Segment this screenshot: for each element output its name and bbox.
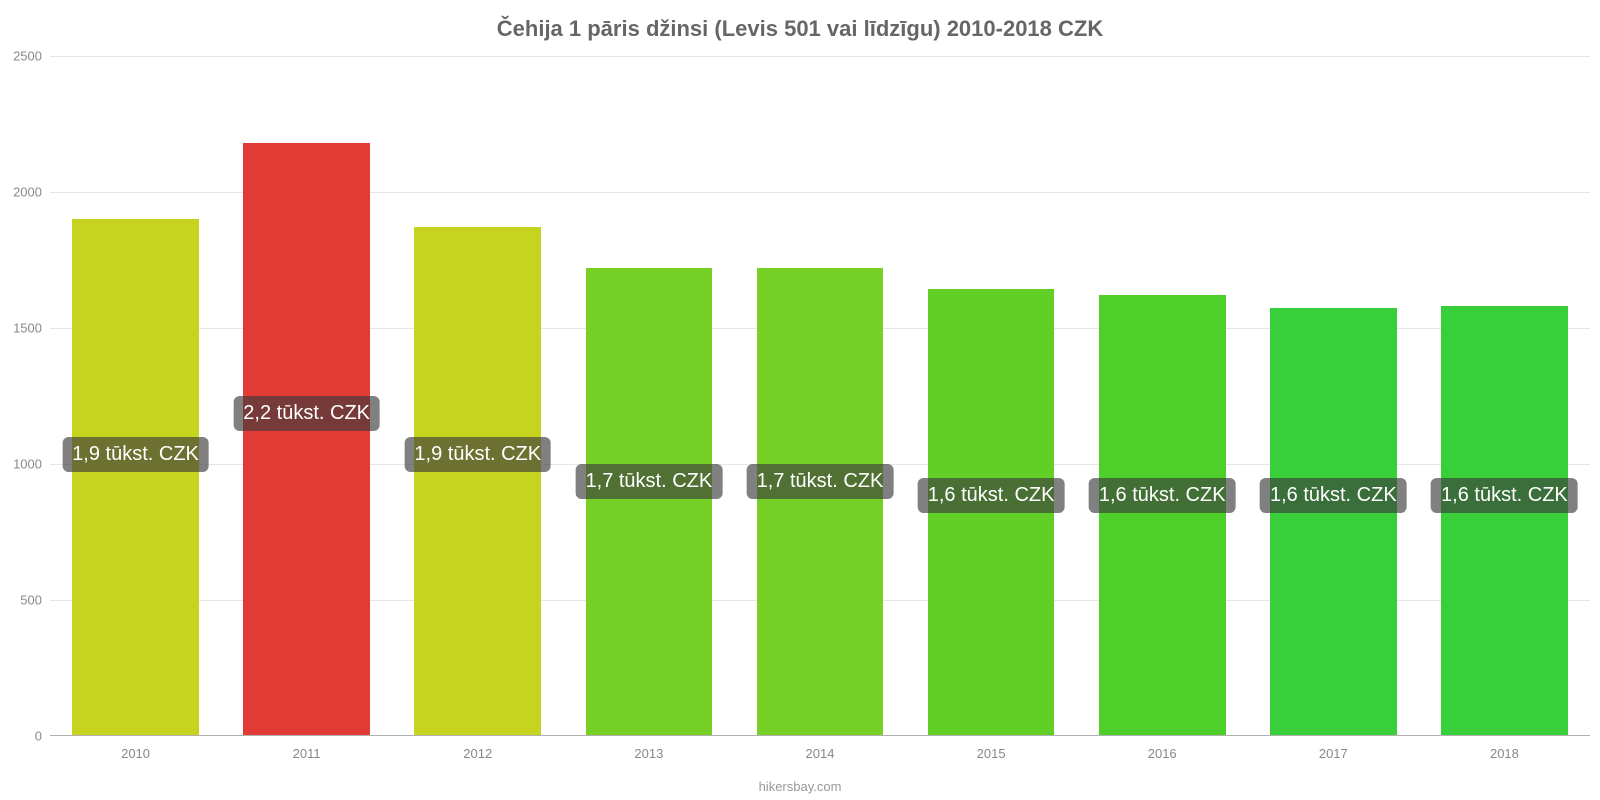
ytick-label: 1000 <box>2 457 42 472</box>
bar-value-label: 1,6 tūkst. CZK <box>1089 478 1236 513</box>
bar-value-label: 1,7 tūkst. CZK <box>576 464 723 499</box>
bar <box>586 268 713 736</box>
ytick-label: 1500 <box>2 321 42 336</box>
bar-value-label: 1,6 tūkst. CZK <box>918 478 1065 513</box>
bar <box>757 268 884 736</box>
bar <box>72 219 199 736</box>
bar <box>414 227 541 736</box>
bar-value-label: 1,6 tūkst. CZK <box>1260 478 1407 513</box>
ytick-label: 0 <box>2 729 42 744</box>
bar-value-label: 2,2 tūkst. CZK <box>233 396 380 431</box>
chart-container: Čehija 1 pāris džinsi (Levis 501 vai līd… <box>0 0 1600 800</box>
bar-slot: 20141,7 tūkst. CZK <box>734 56 905 736</box>
bar-slot: 20121,9 tūkst. CZK <box>392 56 563 736</box>
attribution-text: hikersbay.com <box>0 779 1600 794</box>
xtick-label: 2017 <box>1319 746 1348 761</box>
bar <box>243 143 370 736</box>
ytick-label: 2000 <box>2 185 42 200</box>
bar <box>1270 308 1397 736</box>
xtick-label: 2010 <box>121 746 150 761</box>
bar <box>1441 306 1568 736</box>
bar-value-label: 1,6 tūkst. CZK <box>1431 478 1578 513</box>
bar-value-label: 1,9 tūkst. CZK <box>404 437 551 472</box>
xtick-label: 2015 <box>977 746 1006 761</box>
xtick-label: 2012 <box>463 746 492 761</box>
bars-container: 20101,9 tūkst. CZK20112,2 tūkst. CZK2012… <box>50 56 1590 736</box>
xtick-label: 2014 <box>806 746 835 761</box>
plot-area: 05001000150020002500 20101,9 tūkst. CZK2… <box>50 56 1590 736</box>
bar-slot: 20131,7 tūkst. CZK <box>563 56 734 736</box>
axis-baseline <box>50 735 1590 736</box>
bar-slot: 20181,6 tūkst. CZK <box>1419 56 1590 736</box>
bar-slot: 20151,6 tūkst. CZK <box>906 56 1077 736</box>
bar <box>1099 295 1226 736</box>
bar-value-label: 1,9 tūkst. CZK <box>62 437 209 472</box>
xtick-label: 2011 <box>293 746 321 761</box>
bar-slot: 20171,6 tūkst. CZK <box>1248 56 1419 736</box>
bar-value-label: 1,7 tūkst. CZK <box>747 464 894 499</box>
bar-slot: 20161,6 tūkst. CZK <box>1077 56 1248 736</box>
xtick-label: 2016 <box>1148 746 1177 761</box>
ytick-label: 500 <box>2 593 42 608</box>
bar-slot: 20112,2 tūkst. CZK <box>221 56 392 736</box>
bar-slot: 20101,9 tūkst. CZK <box>50 56 221 736</box>
ytick-label: 2500 <box>2 49 42 64</box>
chart-title: Čehija 1 pāris džinsi (Levis 501 vai līd… <box>0 16 1600 42</box>
xtick-label: 2018 <box>1490 746 1519 761</box>
xtick-label: 2013 <box>634 746 663 761</box>
